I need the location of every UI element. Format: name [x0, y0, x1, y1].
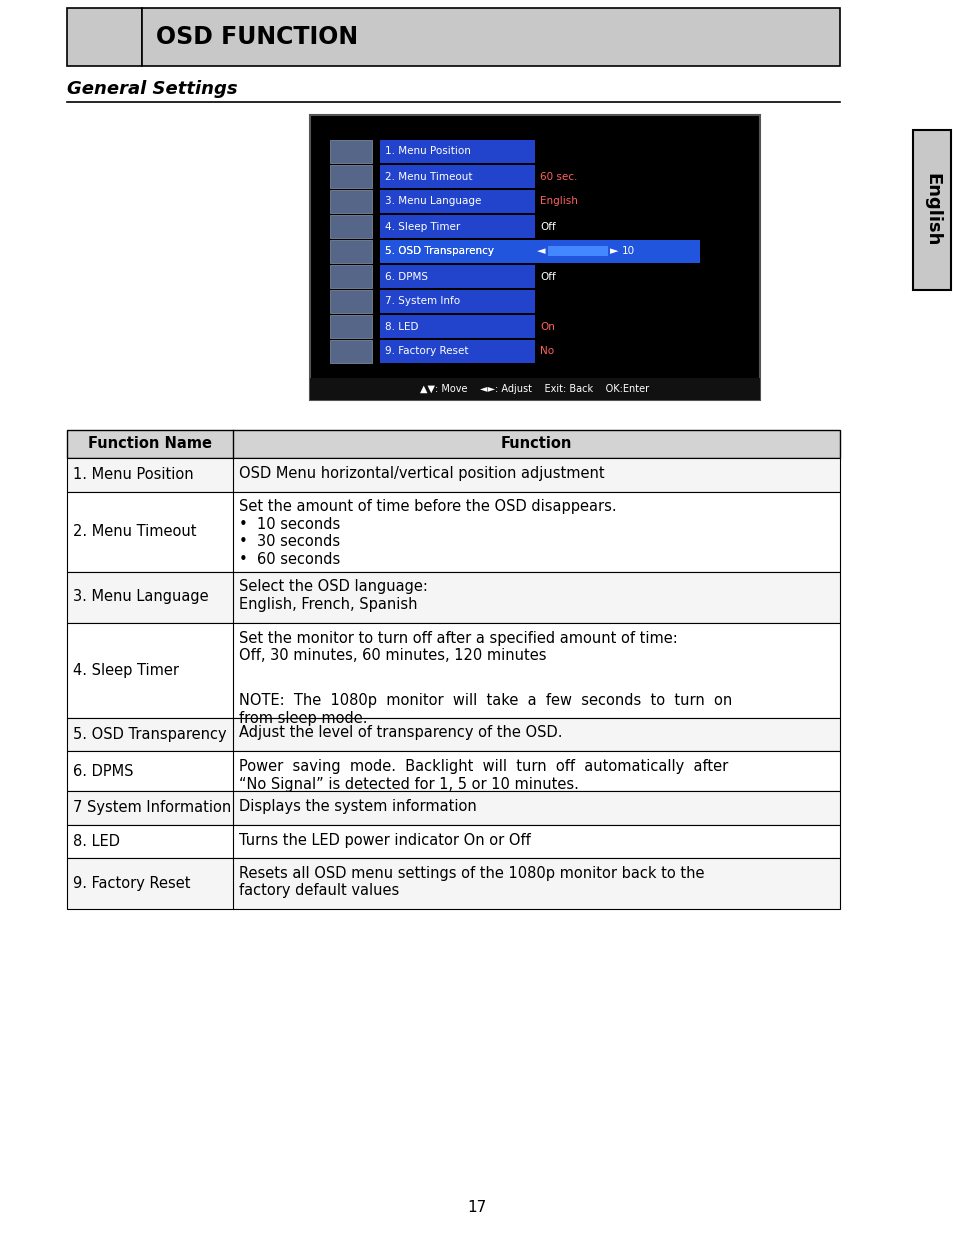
- Bar: [67, 622, 840, 718]
- Text: from sleep mode.: from sleep mode.: [239, 711, 367, 726]
- Text: 4. Sleep Timer: 4. Sleep Timer: [385, 221, 459, 231]
- Text: NOTE:  The  1080p  monitor  will  take  a  few  seconds  to  turn  on: NOTE: The 1080p monitor will take a few …: [239, 694, 732, 709]
- Text: OSD Menu horizontal/vertical position adjustment: OSD Menu horizontal/vertical position ad…: [239, 466, 604, 480]
- Bar: [379, 266, 535, 288]
- Text: •  60 seconds: • 60 seconds: [239, 552, 340, 567]
- Bar: [330, 315, 372, 338]
- Bar: [67, 458, 840, 492]
- Text: Displays the system information: Displays the system information: [239, 799, 476, 814]
- Text: Set the amount of time before the OSD disappears.: Set the amount of time before the OSD di…: [239, 499, 617, 515]
- Text: 6. DPMS: 6. DPMS: [73, 763, 133, 778]
- Text: Turns the LED power indicator On or Off: Turns the LED power indicator On or Off: [239, 832, 531, 847]
- Text: 5. OSD Transparency: 5. OSD Transparency: [385, 247, 494, 257]
- Bar: [330, 215, 372, 238]
- Text: ▲▼: Move    ◄►: Adjust    Exit: Back    OK:Enter: ▲▼: Move ◄►: Adjust Exit: Back OK:Enter: [420, 384, 649, 394]
- Text: 5. OSD Transparency: 5. OSD Transparency: [73, 726, 227, 742]
- Text: 7. System Info: 7. System Info: [385, 296, 459, 306]
- Text: Off, 30 minutes, 60 minutes, 120 minutes: Off, 30 minutes, 60 minutes, 120 minutes: [239, 648, 546, 663]
- Text: 60 sec.: 60 sec.: [539, 172, 577, 182]
- Bar: [379, 165, 535, 188]
- Text: 9. Factory Reset: 9. Factory Reset: [385, 347, 468, 357]
- Bar: [379, 240, 535, 263]
- Bar: [912, 130, 950, 290]
- Text: 2. Menu Timeout: 2. Menu Timeout: [385, 172, 472, 182]
- Text: 3. Menu Language: 3. Menu Language: [73, 589, 209, 604]
- Bar: [67, 790, 840, 825]
- Bar: [379, 315, 535, 338]
- Text: “No Signal” is detected for 1, 5 or 10 minutes.: “No Signal” is detected for 1, 5 or 10 m…: [239, 777, 578, 792]
- Bar: [67, 7, 142, 65]
- Text: Function: Function: [500, 436, 572, 452]
- Text: ◄: ◄: [537, 247, 545, 257]
- Bar: [379, 240, 700, 263]
- Text: Adjust the level of transparency of the OSD.: Adjust the level of transparency of the …: [239, 725, 562, 741]
- Text: 8. LED: 8. LED: [385, 321, 418, 331]
- Bar: [310, 378, 760, 400]
- Text: 5. OSD Transparency: 5. OSD Transparency: [385, 247, 494, 257]
- Text: 3. Menu Language: 3. Menu Language: [385, 196, 481, 206]
- Text: OSD FUNCTION: OSD FUNCTION: [156, 25, 357, 49]
- Bar: [379, 290, 535, 312]
- Text: 9. Factory Reset: 9. Factory Reset: [73, 876, 191, 890]
- Bar: [379, 215, 535, 238]
- Text: English, French, Spanish: English, French, Spanish: [239, 597, 417, 613]
- Bar: [330, 240, 372, 263]
- Bar: [330, 340, 372, 363]
- Text: 4. Sleep Timer: 4. Sleep Timer: [73, 662, 179, 678]
- Bar: [67, 430, 840, 458]
- Text: Power  saving  mode.  Backlight  will  turn  off  automatically  after: Power saving mode. Backlight will turn o…: [239, 760, 728, 774]
- Bar: [142, 7, 840, 65]
- Bar: [379, 340, 535, 363]
- Text: Select the OSD language:: Select the OSD language:: [239, 579, 428, 594]
- Text: No: No: [539, 347, 554, 357]
- Bar: [67, 492, 840, 572]
- Text: Resets all OSD menu settings of the 1080p monitor back to the: Resets all OSD menu settings of the 1080…: [239, 866, 704, 881]
- Text: Function Name: Function Name: [88, 436, 212, 452]
- Bar: [67, 825, 840, 858]
- Bar: [67, 718, 840, 751]
- Text: 2. Menu Timeout: 2. Menu Timeout: [73, 524, 196, 538]
- Bar: [330, 290, 372, 312]
- Text: ►: ►: [609, 247, 618, 257]
- Bar: [330, 140, 372, 163]
- Bar: [67, 858, 840, 909]
- Text: Set the monitor to turn off after a specified amount of time:: Set the monitor to turn off after a spec…: [239, 631, 678, 646]
- Text: 10: 10: [621, 247, 635, 257]
- Text: 1. Menu Position: 1. Menu Position: [73, 467, 193, 482]
- Bar: [330, 266, 372, 288]
- Text: English: English: [923, 173, 940, 247]
- Bar: [67, 751, 840, 790]
- Text: 6. DPMS: 6. DPMS: [385, 272, 428, 282]
- Bar: [310, 115, 760, 400]
- Text: factory default values: factory default values: [239, 883, 399, 899]
- Text: 17: 17: [467, 1199, 486, 1214]
- Bar: [330, 190, 372, 212]
- Text: 1. Menu Position: 1. Menu Position: [385, 147, 471, 157]
- Bar: [379, 140, 535, 163]
- Text: Off: Off: [539, 221, 556, 231]
- Bar: [67, 572, 840, 622]
- Text: •  30 seconds: • 30 seconds: [239, 535, 340, 550]
- Text: General Settings: General Settings: [67, 80, 237, 98]
- Bar: [547, 246, 607, 256]
- Text: English: English: [539, 196, 578, 206]
- Bar: [330, 165, 372, 188]
- Text: 7 System Information: 7 System Information: [73, 800, 231, 815]
- Text: 8. LED: 8. LED: [73, 834, 120, 848]
- Bar: [379, 190, 535, 212]
- Text: On: On: [539, 321, 555, 331]
- Text: Off: Off: [539, 272, 556, 282]
- Text: •  10 seconds: • 10 seconds: [239, 517, 340, 532]
